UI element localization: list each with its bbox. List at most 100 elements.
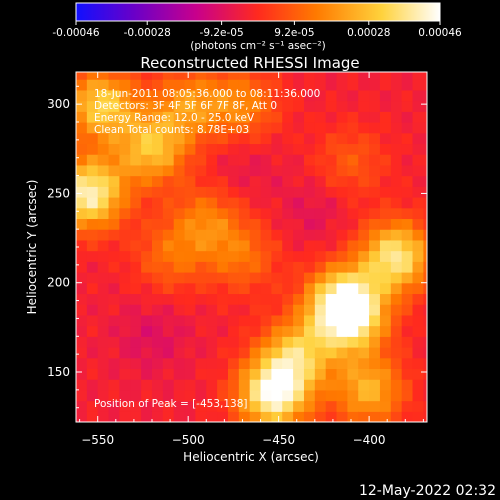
heatmap-cell	[336, 368, 348, 380]
heatmap-cell	[303, 411, 316, 422]
heatmap-cell	[206, 218, 218, 230]
heatmap-cell	[162, 100, 175, 112]
heatmap-cell	[282, 132, 294, 145]
heatmap-cell	[271, 89, 283, 102]
heatmap-cell	[173, 314, 186, 327]
heatmap-cell	[227, 411, 240, 422]
heatmap-cell	[108, 336, 121, 348]
heatmap-cell	[141, 368, 153, 380]
heatmap-cell	[336, 229, 348, 241]
heatmap-cell	[369, 282, 381, 295]
heatmap-cell	[108, 79, 121, 91]
heatmap-cell	[423, 164, 427, 177]
heatmap-cell	[119, 314, 131, 327]
heatmap-cell	[412, 111, 424, 123]
heatmap-cell	[347, 207, 359, 220]
heatmap-cell	[227, 164, 240, 177]
heatmap-cell	[130, 72, 142, 80]
heatmap-cell	[303, 389, 316, 402]
heatmap-cell	[162, 368, 175, 380]
heatmap-cell	[325, 132, 338, 145]
heatmap-cell	[217, 272, 229, 284]
heatmap-cell	[108, 239, 121, 252]
heatmap-cell	[141, 89, 153, 102]
heatmap-cell	[184, 336, 197, 348]
heatmap-cell	[151, 164, 164, 177]
heatmap-cell	[293, 400, 305, 412]
heatmap-cell	[293, 282, 305, 295]
heatmap-cell	[195, 400, 207, 412]
heatmap-cell	[151, 272, 164, 284]
heatmap-cell	[401, 143, 414, 155]
heatmap-cell	[162, 239, 175, 252]
heatmap-cell	[293, 336, 305, 348]
heatmap-cell	[314, 282, 327, 295]
heatmap-cell	[401, 314, 414, 327]
heatmap-cell	[358, 218, 370, 230]
heatmap-cell	[249, 89, 262, 102]
peak-position-label: Position of Peak = [-453,138]	[94, 398, 248, 410]
heatmap-cell	[227, 229, 240, 241]
heatmap-cell	[271, 293, 283, 305]
heatmap-cell	[162, 347, 175, 359]
heatmap-cell	[86, 293, 99, 305]
heatmap-cell	[347, 239, 359, 252]
heatmap-cell	[379, 197, 392, 209]
heatmap-cell	[162, 229, 175, 241]
heatmap-cell	[379, 347, 392, 359]
heatmap-cell	[97, 72, 110, 80]
heatmap-cell	[412, 336, 424, 348]
heatmap-cell	[293, 229, 305, 241]
heatmap-cell	[227, 314, 240, 327]
heatmap-cell	[130, 304, 142, 316]
heatmap-cell	[303, 132, 316, 145]
heatmap-cell	[217, 229, 229, 241]
heatmap-cell	[401, 389, 414, 402]
heatmap-cell	[358, 325, 370, 337]
heatmap-cell	[271, 79, 283, 91]
heatmap-cell	[227, 175, 240, 187]
heatmap-cell	[336, 154, 348, 166]
heatmap-cell	[238, 368, 251, 380]
heatmap-cell	[76, 239, 88, 252]
heatmap-cell	[379, 207, 392, 220]
heatmap-cell	[217, 207, 229, 220]
heatmap-cell	[173, 79, 186, 91]
heatmap-cell	[282, 164, 294, 177]
heatmap-cell	[130, 368, 142, 380]
heatmap-cell	[423, 368, 427, 380]
heatmap-cell	[293, 89, 305, 102]
heatmap-cell	[195, 132, 207, 145]
heatmap-cell	[390, 132, 403, 145]
heatmap-cell	[238, 111, 251, 123]
heatmap-cell	[358, 261, 370, 273]
heatmap-cell	[412, 368, 424, 380]
heatmap-cell	[141, 272, 153, 284]
heatmap-cell	[151, 368, 164, 380]
heatmap-cell	[379, 379, 392, 391]
heatmap-cell	[195, 154, 207, 166]
heatmap-cell	[271, 347, 283, 359]
heatmap-cell	[325, 400, 338, 412]
heatmap-cell	[314, 304, 327, 316]
heatmap-cell	[151, 282, 164, 295]
heatmap-cell	[379, 154, 392, 166]
heatmap-cell	[217, 218, 229, 230]
heatmap-cell	[238, 379, 251, 391]
heatmap-cell	[347, 79, 359, 91]
heatmap-cell	[423, 132, 427, 145]
heatmap-cell	[390, 357, 403, 370]
heatmap-cell	[390, 389, 403, 402]
heatmap-cell	[76, 175, 88, 187]
heatmap-cell	[238, 336, 251, 348]
heatmap-cell	[260, 314, 273, 327]
heatmap-cell	[141, 239, 153, 252]
heatmap-cell	[238, 197, 251, 209]
heatmap-cell	[358, 100, 370, 112]
heatmap-cell	[119, 218, 131, 230]
heatmap-cell	[260, 304, 273, 316]
heatmap-cell	[238, 325, 251, 337]
heatmap-cell	[76, 122, 88, 134]
heatmap-cell	[162, 400, 175, 412]
heatmap-cell	[141, 207, 153, 220]
